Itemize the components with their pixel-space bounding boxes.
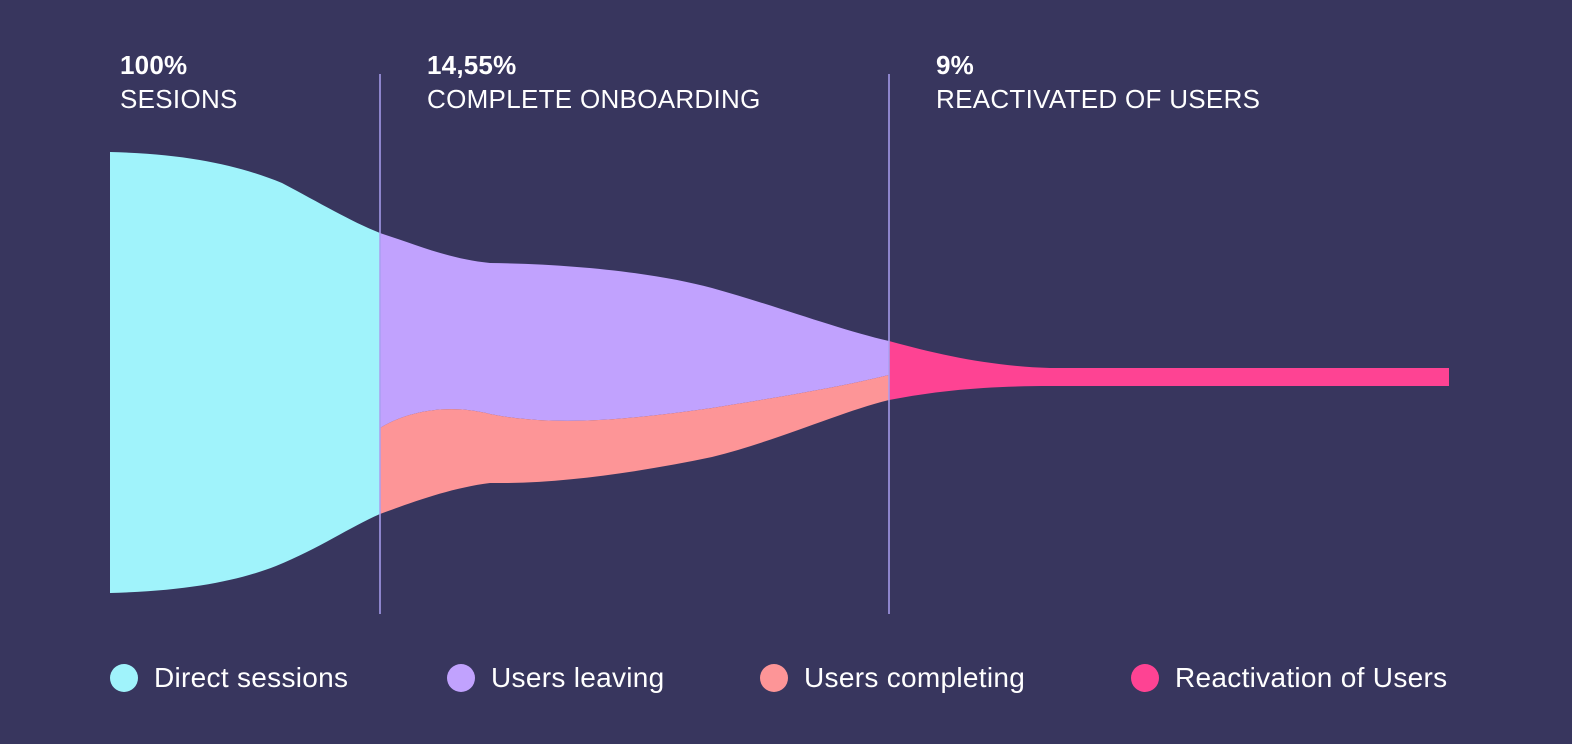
stage-label-reactivated: 9% REACTIVATED OF USERS xyxy=(936,48,1260,116)
chart-legend: Direct sessions Users leaving Users comp… xyxy=(0,658,1572,698)
stage-value: 9% xyxy=(936,50,974,80)
stage-name: COMPLETE ONBOARDING xyxy=(427,84,761,114)
stage-value: 100% xyxy=(120,50,188,80)
reactivation-band xyxy=(889,341,1449,400)
legend-label: Direct sessions xyxy=(154,662,349,693)
users-leaving-band xyxy=(380,233,889,428)
legend-item-users-completing: Users completing xyxy=(760,658,1025,698)
legend-swatch xyxy=(447,664,475,692)
stage-value: 14,55% xyxy=(427,50,517,80)
legend-label: Users completing xyxy=(804,662,1026,693)
users-completing-band xyxy=(380,375,889,514)
legend-item-direct-sessions: Direct sessions xyxy=(110,658,348,698)
legend-item-reactivation: Reactivation of Users xyxy=(1131,658,1447,698)
legend-label: Users leaving xyxy=(491,662,665,693)
legend-swatch xyxy=(1131,664,1159,692)
legend-swatch xyxy=(760,664,788,692)
stage-name: REACTIVATED OF USERS xyxy=(936,84,1261,114)
legend-swatch xyxy=(110,664,138,692)
stage-label-sessions: 100% SESIONS xyxy=(120,48,238,116)
legend-label: Reactivation of Users xyxy=(1175,662,1448,693)
stage-name: SESIONS xyxy=(120,84,238,114)
direct-sessions-band xyxy=(110,152,380,593)
legend-item-users-leaving: Users leaving xyxy=(447,658,665,698)
stage-label-onboarding: 14,55% COMPLETE ONBOARDING xyxy=(427,48,761,116)
